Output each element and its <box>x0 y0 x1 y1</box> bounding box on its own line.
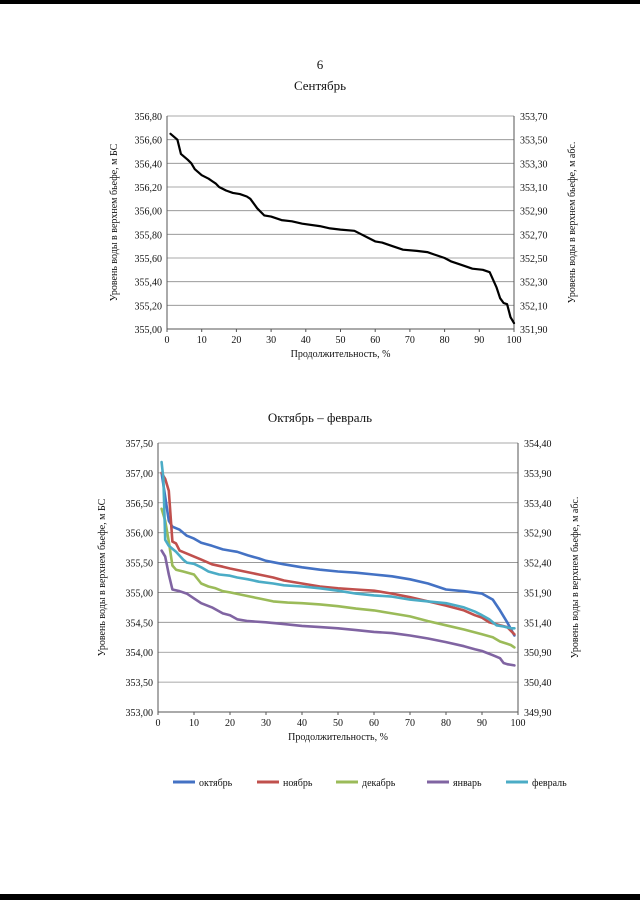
series-line-december <box>160 507 516 649</box>
y2-tick-label: 349,90 <box>524 708 552 719</box>
chart2-title: Октябрь – февраль <box>267 410 373 425</box>
legend-label: октябрь <box>199 778 233 789</box>
x-tick-label: 10 <box>197 335 207 346</box>
x-tick-label: 40 <box>301 335 311 346</box>
y2-tick-label: 353,30 <box>520 159 548 170</box>
legend-label: декабрь <box>362 778 396 789</box>
x-tick-label: 50 <box>333 718 343 729</box>
y2-tick-label: 352,50 <box>520 254 548 265</box>
y-tick-label: 357,50 <box>126 439 154 450</box>
x-tick-label: 0 <box>165 335 170 346</box>
x-tick-label: 40 <box>297 718 307 729</box>
x-tick-label: 80 <box>440 335 450 346</box>
series-line-september <box>169 132 516 325</box>
legend-label: ноябрь <box>283 778 313 789</box>
x-tick-label: 80 <box>441 718 451 729</box>
series-line-november <box>160 471 516 636</box>
y-tick-label: 354,50 <box>126 618 154 629</box>
y2-tick-label: 351,40 <box>524 618 552 629</box>
x-axis-title: Продолжительность, % <box>291 349 391 360</box>
x-tick-label: 60 <box>370 335 380 346</box>
x-tick-label: 50 <box>336 335 346 346</box>
chart-october-february: 353,00 349,90 353,50 350,40 354,00 350,90 354,… <box>97 439 581 789</box>
y-tick-label: 355,80 <box>135 230 163 241</box>
y2-tick-label: 352,40 <box>524 559 552 570</box>
y-tick-label: 355,50 <box>126 559 154 570</box>
x-tick-label: 90 <box>477 718 487 729</box>
y-tick-label: 353,50 <box>126 678 154 689</box>
scan-edge-bottom <box>0 894 640 900</box>
x-tick-label: 70 <box>405 718 415 729</box>
y2-tick-label: 350,90 <box>524 648 552 659</box>
y2-tick-label: 352,30 <box>520 278 548 289</box>
y-tick-label: 356,80 <box>135 112 163 123</box>
y-tick-label: 355,00 <box>135 325 163 336</box>
x-tick-label: 10 <box>189 718 199 729</box>
x-tick-label: 0 <box>156 718 161 729</box>
y-tick-label: 356,20 <box>135 183 163 194</box>
y2-tick-label: 351,90 <box>520 325 548 336</box>
y2-tick-label: 351,90 <box>524 588 552 599</box>
y-tick-label: 356,00 <box>126 529 154 540</box>
x-tick-label: 60 <box>369 718 379 729</box>
x-tick-label: 20 <box>231 335 241 346</box>
y2-tick-label: 352,10 <box>520 301 548 312</box>
y2-tick-label: 353,10 <box>520 183 548 194</box>
scan-edge-top <box>0 0 640 4</box>
y2-tick-label: 352,90 <box>524 529 552 540</box>
x-tick-label: 30 <box>261 718 271 729</box>
page-number: 6 <box>316 57 324 72</box>
y-tick-label: 355,00 <box>126 588 154 599</box>
y-tick-label: 356,40 <box>135 159 163 170</box>
series-line-october <box>160 471 516 637</box>
x-tick-label: 90 <box>474 335 484 346</box>
y2-axis-title: Уровень воды в верхнем бьефе, м абс. <box>570 497 581 659</box>
y2-axis-title: Уровень воды в верхнем бьефе, м абс. <box>567 142 578 304</box>
y-axis-title: Уровень воды в верхнем бьефе, м БС <box>97 498 108 656</box>
y-tick-label: 354,00 <box>126 648 154 659</box>
y2-tick-label: 350,40 <box>524 678 552 689</box>
y-tick-label: 355,20 <box>135 301 163 312</box>
x-tick-label: 100 <box>511 718 526 729</box>
x-axis-title: Продолжительность, % <box>288 732 388 743</box>
x-tick-label: 30 <box>266 335 276 346</box>
y2-tick-label: 352,70 <box>520 230 548 241</box>
y2-tick-label: 353,50 <box>520 136 548 147</box>
y-tick-label: 356,50 <box>126 499 154 510</box>
y-tick-label: 356,00 <box>135 207 163 218</box>
legend-label: февраль <box>532 778 567 789</box>
series-line-february <box>160 460 516 630</box>
y2-tick-label: 353,90 <box>524 469 552 480</box>
y-axis-title: Уровень воды в верхнем бьефе, м БС <box>109 143 120 301</box>
y2-tick-label: 354,40 <box>524 439 552 450</box>
y-tick-label: 353,00 <box>126 708 154 719</box>
x-tick-label: 100 <box>507 335 522 346</box>
y2-tick-label: 353,40 <box>524 499 552 510</box>
series-line-january <box>160 549 516 667</box>
y2-tick-label: 353,70 <box>520 112 548 123</box>
chart1-title: Сентябрь <box>293 78 347 93</box>
legend-label: январь <box>453 778 482 789</box>
chart-september: 355,00 351,90 355,20 352,10 355,40 352,30 355,… <box>109 112 578 360</box>
x-tick-label: 70 <box>405 335 415 346</box>
y-tick-label: 355,40 <box>135 278 163 289</box>
y2-tick-label: 352,90 <box>520 207 548 218</box>
x-tick-label: 20 <box>225 718 235 729</box>
y-tick-label: 356,60 <box>135 136 163 147</box>
y-tick-label: 357,00 <box>126 469 154 480</box>
y-tick-label: 355,60 <box>135 254 163 265</box>
